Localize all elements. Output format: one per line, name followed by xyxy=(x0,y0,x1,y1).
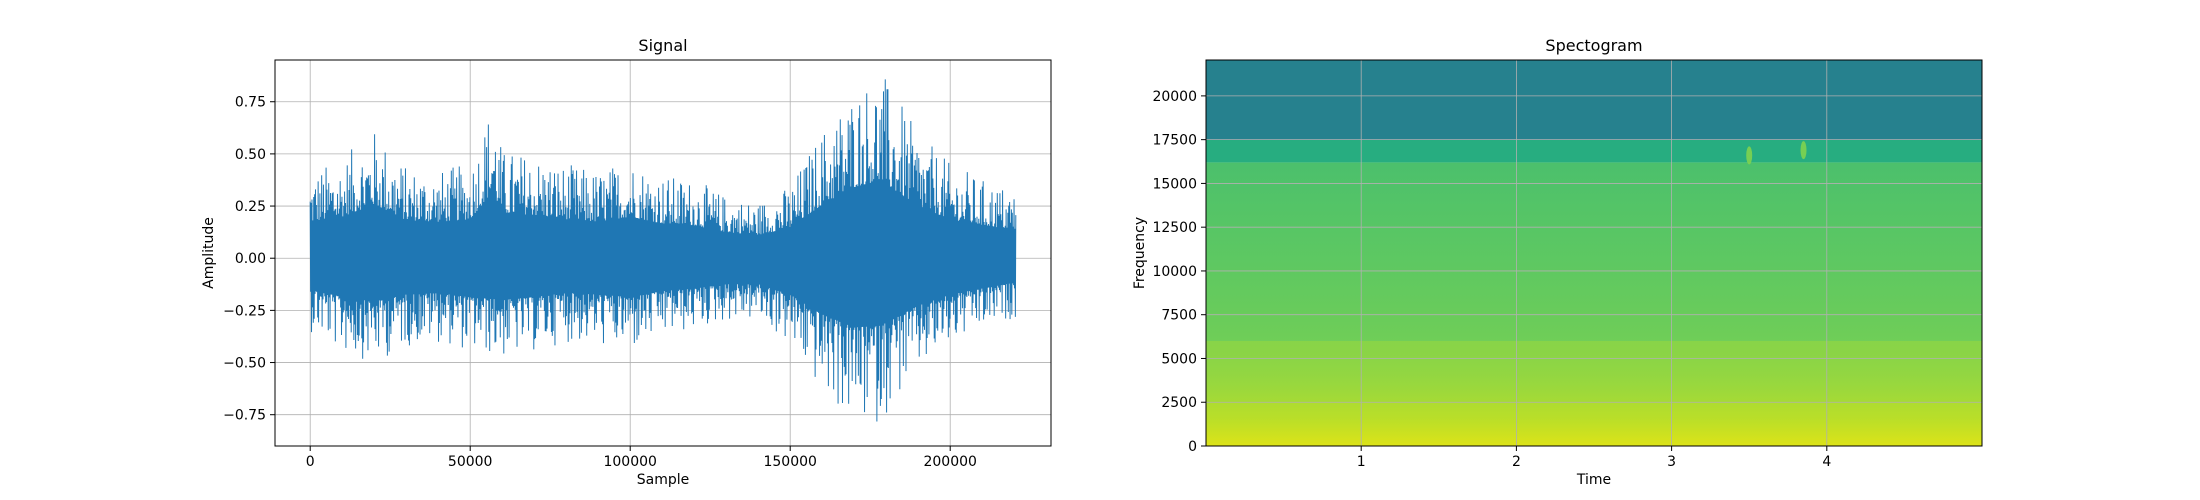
signal-title: Signal xyxy=(638,36,687,55)
signal-series-line xyxy=(309,79,1017,422)
x-tick-label: 100000 xyxy=(603,454,656,470)
spectrogram-title: Spectogram xyxy=(1545,36,1642,55)
signal-y-label: Amplitude xyxy=(201,217,217,289)
y-tick-label: 20000 xyxy=(1152,89,1197,105)
spectrogram-image xyxy=(1206,60,1982,447)
y-tick-label: 5000 xyxy=(1161,351,1197,367)
y-tick-label: 0 xyxy=(1188,439,1197,455)
spectrogram-band xyxy=(1206,139,1982,163)
y-tick-label: 0.00 xyxy=(235,251,266,267)
spectrogram-hot-spot xyxy=(1746,146,1753,165)
y-tick-label: 10000 xyxy=(1152,264,1197,280)
y-tick-label: 0.25 xyxy=(235,199,266,215)
x-tick-label: 150000 xyxy=(763,454,816,470)
y-tick-label: 0.75 xyxy=(235,95,266,111)
spectrogram-hot-spot xyxy=(1800,141,1807,160)
y-tick-label: −0.75 xyxy=(223,408,266,424)
spectrogram-y-label: Frequency xyxy=(1132,217,1148,289)
y-tick-label: −0.25 xyxy=(223,303,266,319)
y-tick-label: −0.50 xyxy=(223,356,266,372)
signal-x-axis: 0 50000 100000 150000 200000 xyxy=(306,446,977,470)
spectrogram-gradient xyxy=(1206,162,1982,447)
y-tick-label: 0.50 xyxy=(235,147,266,163)
spectrogram-band xyxy=(1206,60,1982,140)
x-tick-label: 2 xyxy=(1512,454,1521,470)
x-tick-label: 4 xyxy=(1822,454,1831,470)
spectrogram-x-label: Time xyxy=(1576,472,1611,488)
signal-y-axis: −0.75 −0.50 −0.25 0.00 0.25 0.50 0.75 xyxy=(223,95,275,424)
spectrogram-chart: Spectogram 1 2 3 4 0 2500 5000 7500 10000 12500 1… xyxy=(1132,36,1983,488)
x-tick-label: 50000 xyxy=(448,454,493,470)
y-tick-label: 17500 xyxy=(1152,133,1197,149)
spectrogram-plot-frame xyxy=(1205,59,1983,447)
signal-chart: Signal 0 50000 100000 150000 200000 −0.75−0.… xyxy=(201,36,1052,488)
y-tick-label: 15000 xyxy=(1152,176,1197,192)
y-tick-label: 12500 xyxy=(1152,220,1197,236)
x-tick-label: 200000 xyxy=(923,454,976,470)
x-tick-label: 1 xyxy=(1357,454,1366,470)
y-tick-label: 2500 xyxy=(1161,395,1197,411)
spectrogram-y-axis: 0 2500 5000 7500 10000 12500 15000 17500 20000 xyxy=(1152,89,1206,455)
signal-x-label: Sample xyxy=(637,472,690,488)
spectrogram-x-axis: 1 2 3 4 xyxy=(1357,446,1831,470)
x-tick-label: 3 xyxy=(1667,454,1676,470)
signal-plot-frame xyxy=(274,59,1052,447)
y-tick-label: 7500 xyxy=(1161,308,1197,324)
x-tick-label: 0 xyxy=(306,454,315,470)
